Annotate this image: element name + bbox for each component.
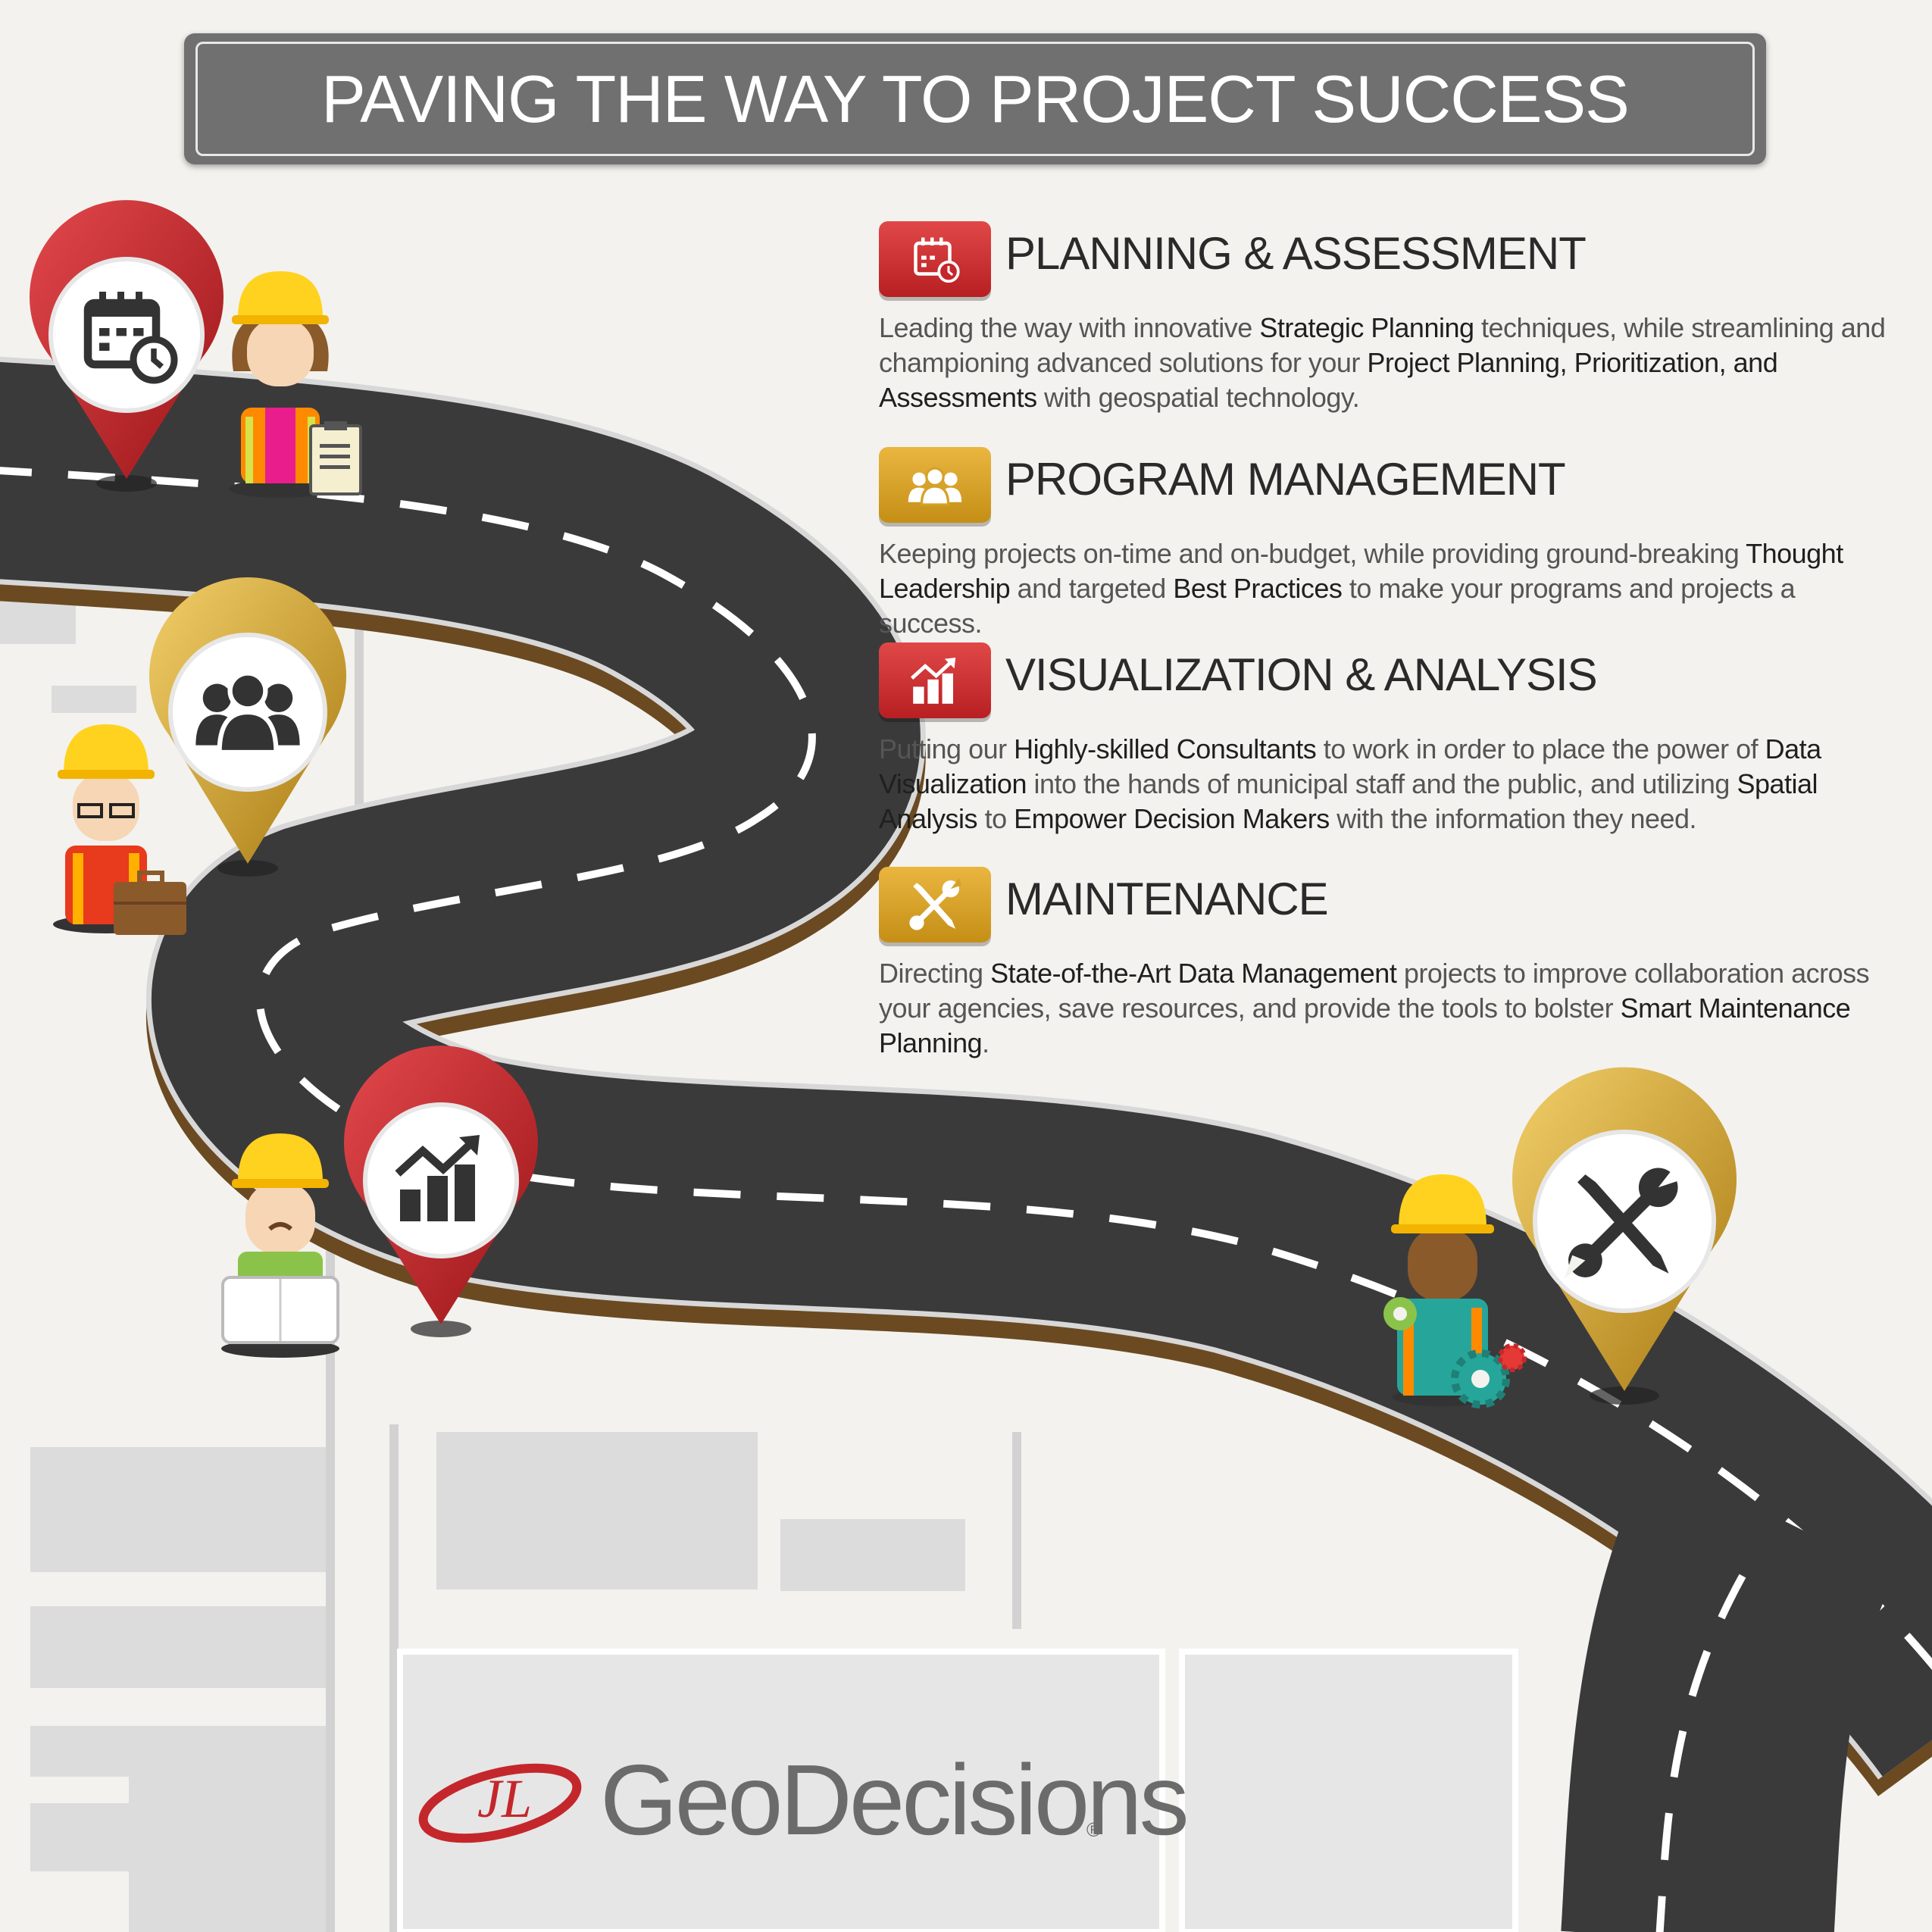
people-group-icon — [908, 467, 962, 506]
body-text: Putting our — [879, 733, 1014, 764]
pin-visualization — [344, 1046, 538, 1337]
section-title: PROGRAM MANAGEMENT — [1005, 454, 1566, 505]
title-banner: PAVING THE WAY TO PROJECT SUCCESS — [184, 33, 1766, 164]
badge-visualization — [879, 642, 991, 718]
geodecisions-logo-mark: JL — [418, 1763, 582, 1843]
body-text: to make your programs and projects a suc… — [879, 573, 1796, 639]
body-text: Keeping projects on-time and on-budget, … — [879, 538, 1746, 569]
tools-icon — [909, 877, 962, 930]
highlight-text: Strategic Planning — [1259, 312, 1474, 343]
body-text: to work in order to place the power of — [1316, 733, 1765, 764]
badge-planning — [879, 221, 991, 297]
highlight-text: Smart Maintenance Planning — [879, 993, 1851, 1058]
gears-icon — [1383, 1297, 1527, 1408]
svg-text:JL: JL — [477, 1768, 532, 1829]
section-program: PROGRAM MANAGEMENT Keeping projects on-t… — [879, 447, 1887, 641]
briefcase-icon — [114, 871, 186, 935]
section-maintenance: MAINTENANCE Directing State-of-the-Art D… — [879, 867, 1887, 1061]
section-planning: PLANNING & ASSESSMENT Leading the way wi… — [879, 221, 1887, 415]
highlight-text: Data Visualization — [879, 733, 1821, 799]
body-text: techniques, while streamlining and champ… — [879, 312, 1886, 378]
highlight-text: Best Practices — [1173, 573, 1343, 604]
section-title: VISUALIZATION & ANALYSIS — [1005, 649, 1598, 700]
city-blocks — [0, 591, 965, 1932]
growth-chart-icon — [910, 658, 956, 704]
section-body: Putting our Highly-skilled Consultants t… — [879, 732, 1887, 836]
clipboard-icon — [309, 421, 362, 496]
body-text: . — [982, 1027, 989, 1058]
section-body: Leading the way with innovative Strategi… — [879, 311, 1887, 415]
calendar-clock-icon — [914, 237, 960, 283]
section-title: PLANNING & ASSESSMENT — [1005, 228, 1587, 279]
highlight-text: Empower Decision Makers — [1014, 803, 1330, 834]
worker-briefcase — [53, 724, 186, 935]
body-text: and targeted — [1010, 573, 1174, 604]
highlight-text: Project Planning, Prioritization, and As… — [879, 347, 1778, 413]
body-text: with geospatial technology. — [1036, 382, 1360, 413]
registered-mark: ® — [1086, 1818, 1102, 1841]
pin-program — [149, 577, 346, 877]
pin-planning — [30, 200, 224, 492]
logo-wordmark: GeoDecisions — [600, 1744, 1190, 1855]
body-text: to — [977, 803, 1014, 834]
highlight-text: Highly-skilled Consultants — [1014, 733, 1317, 764]
badge-program — [879, 447, 991, 523]
section-visualization: VISUALIZATION & ANALYSIS Putting our Hig… — [879, 642, 1887, 836]
highlight-text: Thought Leadership — [879, 538, 1843, 604]
page-title: PAVING THE WAY TO PROJECT SUCCESS — [321, 61, 1630, 136]
highlight-text: Spatial Analysis — [879, 768, 1818, 834]
badge-maintenance — [879, 867, 991, 943]
title-frame: PAVING THE WAY TO PROJECT SUCCESS — [195, 42, 1755, 156]
body-text: with the information they need. — [1329, 803, 1697, 834]
winding-road — [0, 356, 1932, 1932]
worker-blueprint — [221, 1133, 339, 1358]
body-text: projects to improve collaboration across… — [879, 958, 1870, 1024]
blueprint-icon — [221, 1276, 339, 1344]
body-text: into the hands of municipal staff and th… — [1026, 768, 1737, 799]
section-body: Directing State-of-the-Art Data Manageme… — [879, 956, 1887, 1061]
worker-clipboard — [229, 271, 362, 498]
pin-maintenance — [1512, 1067, 1737, 1405]
body-text: Leading the way with innovative — [879, 312, 1260, 343]
section-title: MAINTENANCE — [1005, 874, 1329, 924]
highlight-text: State-of-the-Art Data Management — [990, 958, 1397, 989]
worker-gears — [1383, 1174, 1527, 1408]
section-body: Keeping projects on-time and on-budget, … — [879, 536, 1887, 641]
body-text: Directing — [879, 958, 991, 989]
large-lot — [397, 1649, 1518, 1932]
